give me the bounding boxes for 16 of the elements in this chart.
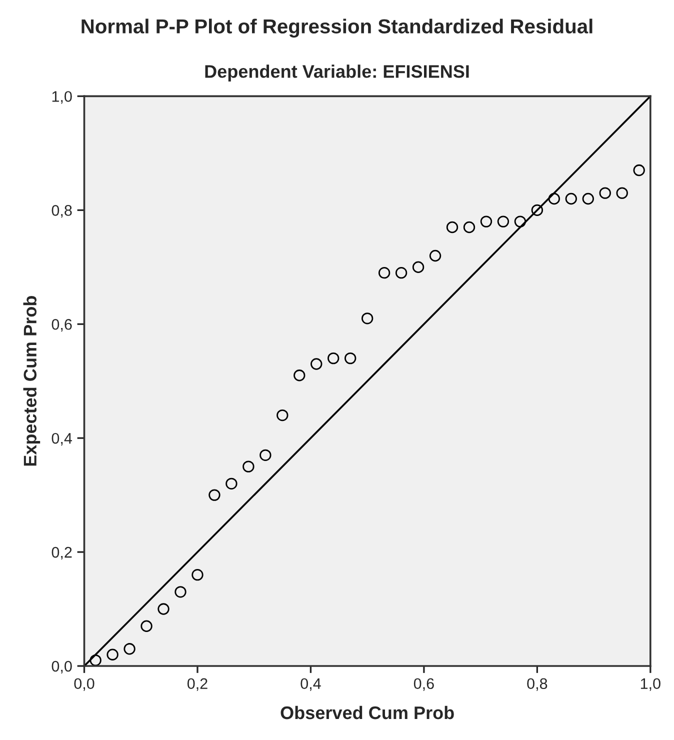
x-tick-label: 1,0 — [640, 678, 660, 691]
x-axis-title: Observed Cum Prob — [280, 706, 454, 720]
y-tick-label: 1,0 — [52, 91, 72, 104]
y-tick-label: 0,8 — [52, 205, 72, 218]
x-tick-label: 0,0 — [74, 678, 94, 691]
y-tick-label: 0,4 — [52, 432, 72, 446]
chart-subtitle: Dependent Variable: EFISIENSI — [205, 64, 469, 82]
y-tick-label: 0,2 — [52, 546, 72, 560]
y-tick-label: 0,6 — [52, 318, 72, 332]
chart-title: Normal P-P Plot of Regression Standardized Residual — [82, 18, 592, 38]
y-tick-label: 0,0 — [52, 660, 72, 674]
x-tick-label: 0,2 — [187, 678, 208, 691]
x-tick-label: 0,8 — [527, 678, 548, 691]
y-axis-title: Expected Cum Prob — [23, 296, 40, 466]
x-tick-label: 0,6 — [414, 678, 434, 691]
x-tick-label: 0,4 — [300, 678, 321, 691]
